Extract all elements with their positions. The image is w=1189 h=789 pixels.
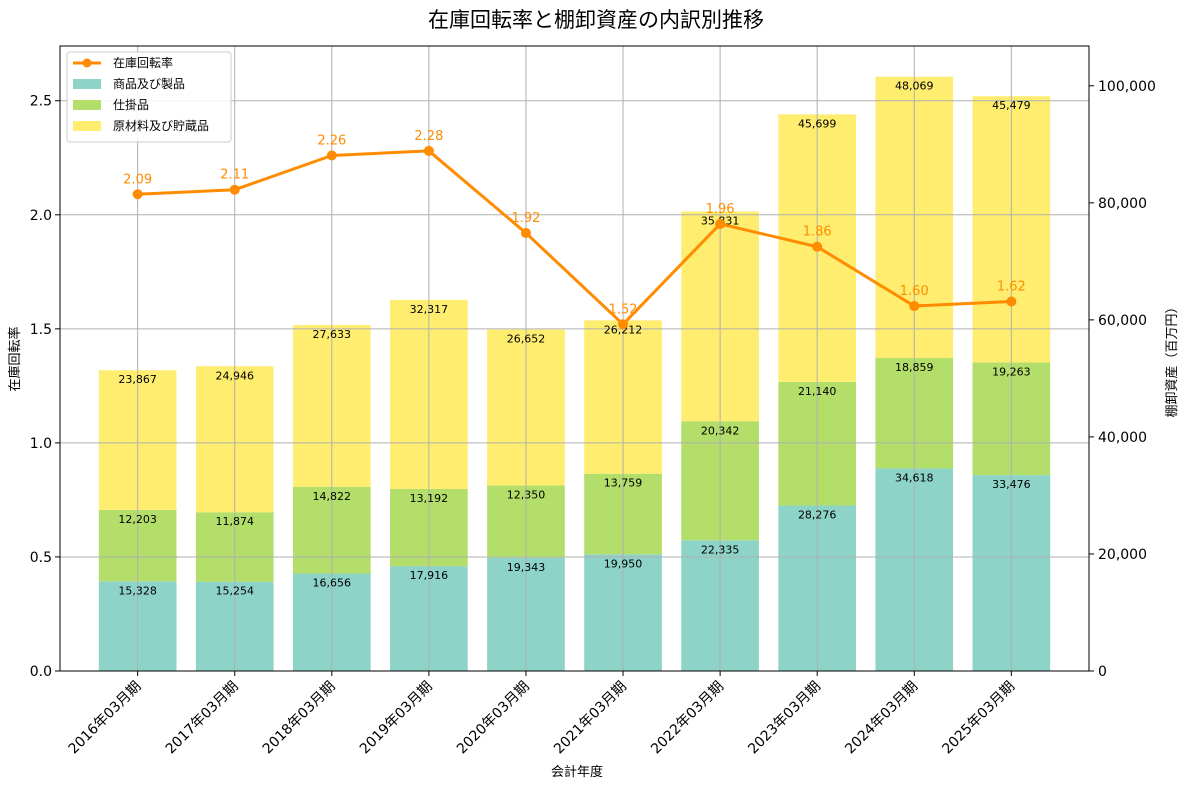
bar-value-label: 12,203 bbox=[118, 513, 157, 526]
bar-value-label: 26,652 bbox=[507, 333, 546, 346]
legend-label: 商品及び製品 bbox=[113, 76, 185, 91]
bar-value-label: 11,874 bbox=[215, 515, 254, 528]
y-left-tick-label: 1.0 bbox=[30, 436, 52, 452]
legend-box bbox=[66, 51, 232, 143]
legend-color-swatch bbox=[73, 79, 101, 89]
y-right-tick-label: 40,000 bbox=[1098, 430, 1147, 446]
y-left-tick-label: 2.0 bbox=[30, 208, 52, 224]
y-right-tick-label: 0 bbox=[1098, 664, 1107, 680]
y-right-tick-label: 60,000 bbox=[1098, 313, 1147, 329]
turnover-value-label: 1.62 bbox=[997, 279, 1026, 294]
turnover-value-label: 2.26 bbox=[317, 133, 346, 148]
bar-value-label: 23,867 bbox=[118, 373, 157, 386]
x-tick-label: 2022年03月期 bbox=[648, 679, 727, 758]
bar-value-label: 13,192 bbox=[410, 492, 449, 505]
bar-labels-layer: 15,328 12,203 23,867 15,254 11,874 24,946 16,6… bbox=[118, 80, 1030, 598]
bar-value-label: 15,328 bbox=[118, 584, 157, 597]
turnover-point bbox=[909, 301, 920, 312]
turnover-value-label: 2.11 bbox=[220, 168, 249, 183]
bar-value-label: 45,479 bbox=[992, 99, 1031, 112]
x-tick-label: 2018年03月期 bbox=[260, 679, 339, 758]
turnover-point bbox=[132, 189, 143, 200]
y-left-tick-label: 0.5 bbox=[30, 550, 52, 566]
x-tick-label: 2023年03月期 bbox=[745, 679, 824, 758]
turnover-line bbox=[137, 149, 1012, 326]
x-axis-label: 会計年度 bbox=[551, 764, 603, 780]
x-tick-label: 2020年03月期 bbox=[454, 679, 533, 758]
legend-label: 仕掛品 bbox=[113, 97, 149, 112]
turnover-point bbox=[229, 184, 240, 195]
legend-label: 在庫回転率 bbox=[113, 55, 173, 70]
bar-value-label: 34,618 bbox=[895, 471, 934, 484]
x-tick-label: 2024年03月期 bbox=[842, 679, 921, 758]
y-right-tick-label: 80,000 bbox=[1098, 196, 1147, 212]
bar-value-label: 48,069 bbox=[895, 80, 934, 93]
legend-color-swatch bbox=[73, 100, 101, 110]
y-right-tick-label: 100,000 bbox=[1098, 79, 1156, 95]
bar-value-label: 45,699 bbox=[798, 117, 837, 130]
x-tick-label: 2017年03月期 bbox=[163, 679, 242, 758]
chart-title: 在庫回転率と棚卸資産の内訳別推移 bbox=[428, 8, 764, 32]
x-tick-label: 2021年03月期 bbox=[551, 679, 630, 758]
bar-value-label: 14,822 bbox=[313, 490, 352, 503]
turnover-point bbox=[326, 150, 337, 161]
x-tick-label: 2019年03月期 bbox=[357, 679, 436, 758]
legend-label: 原材料及び貯蔵品 bbox=[113, 119, 209, 133]
line-layer: 2.09 2.11 2.26 2.28 1.92 1.52 1.96 1.86 1.60 1.62 bbox=[123, 129, 1026, 330]
turnover-point bbox=[520, 228, 531, 239]
bar-value-label: 21,140 bbox=[798, 385, 837, 398]
grid-layer bbox=[60, 46, 1089, 672]
turnover-value-label: 1.60 bbox=[900, 284, 929, 299]
bar-value-label: 22,335 bbox=[701, 543, 740, 556]
bar-value-label: 12,350 bbox=[507, 489, 546, 502]
y-left-tick-label: 0.0 bbox=[30, 664, 52, 680]
turnover-point bbox=[812, 241, 823, 252]
turnover-point bbox=[423, 145, 434, 156]
bar-value-label: 17,916 bbox=[410, 569, 449, 582]
turnover-point bbox=[618, 319, 629, 330]
bar-value-label: 33,476 bbox=[992, 478, 1031, 491]
legend-color-swatch bbox=[73, 121, 101, 131]
legend-marker bbox=[82, 58, 92, 68]
turnover-value-label: 2.28 bbox=[414, 129, 443, 144]
turnover-point bbox=[715, 218, 726, 229]
y-right-tick-label: 20,000 bbox=[1098, 547, 1147, 563]
turnover-value-label: 1.52 bbox=[609, 302, 638, 317]
x-tick-label: 2016年03月期 bbox=[66, 679, 145, 758]
bar-value-label: 19,263 bbox=[992, 365, 1031, 378]
y-left-tick-label: 1.5 bbox=[30, 322, 52, 338]
bar-value-label: 19,343 bbox=[507, 561, 546, 574]
plot-frame bbox=[59, 45, 1090, 672]
turnover-value-label: 1.86 bbox=[803, 225, 832, 240]
bar-value-label: 13,759 bbox=[604, 477, 643, 490]
bar-value-label: 19,950 bbox=[604, 557, 643, 570]
bar-value-label: 15,254 bbox=[215, 585, 254, 598]
bar-value-label: 24,946 bbox=[215, 369, 254, 382]
x-tick-label: 2025年03月期 bbox=[939, 679, 1018, 758]
y-axis-right-label: 棚卸資産（百万円） bbox=[1164, 300, 1180, 417]
y-left-tick-label: 2.5 bbox=[30, 94, 52, 110]
bar-value-label: 28,276 bbox=[798, 509, 837, 522]
bar-value-label: 20,342 bbox=[701, 424, 740, 437]
turnover-value-label: 2.09 bbox=[123, 172, 152, 187]
turnover-point bbox=[1006, 296, 1017, 307]
bar-value-label: 27,633 bbox=[313, 328, 352, 341]
bar-value-label: 16,656 bbox=[313, 577, 352, 590]
turnover-value-label: 1.96 bbox=[706, 202, 735, 217]
y-axis-left-label: 在庫回転率 bbox=[7, 326, 23, 391]
bar-value-label: 32,317 bbox=[410, 303, 449, 316]
bar-value-label: 26,212 bbox=[604, 323, 643, 336]
turnover-value-label: 1.92 bbox=[511, 211, 540, 226]
bar-value-label: 18,859 bbox=[895, 361, 934, 374]
